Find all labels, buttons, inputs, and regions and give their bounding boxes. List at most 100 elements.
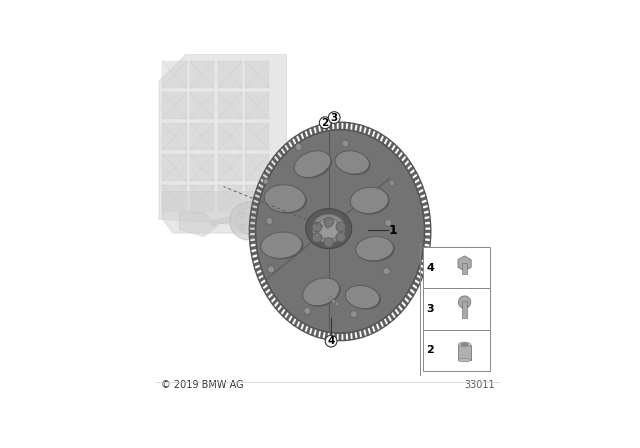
Ellipse shape <box>352 188 390 215</box>
Polygon shape <box>245 92 269 119</box>
Polygon shape <box>311 328 315 336</box>
Polygon shape <box>298 134 303 142</box>
Polygon shape <box>330 123 332 130</box>
Ellipse shape <box>255 129 424 333</box>
Polygon shape <box>255 191 262 196</box>
Polygon shape <box>334 122 337 130</box>
Polygon shape <box>421 256 428 261</box>
Polygon shape <box>261 281 268 287</box>
Polygon shape <box>290 139 295 147</box>
Polygon shape <box>348 123 351 130</box>
Polygon shape <box>285 313 291 321</box>
Text: 2: 2 <box>322 118 329 128</box>
Polygon shape <box>424 224 431 228</box>
Circle shape <box>319 117 331 129</box>
Circle shape <box>458 296 471 308</box>
Polygon shape <box>272 298 278 306</box>
Polygon shape <box>190 92 214 119</box>
Circle shape <box>266 218 273 224</box>
Circle shape <box>268 266 275 273</box>
Circle shape <box>325 335 337 347</box>
Polygon shape <box>405 162 412 168</box>
Circle shape <box>385 220 392 226</box>
Circle shape <box>336 233 346 242</box>
Bar <box>458 345 471 360</box>
Polygon shape <box>381 319 387 327</box>
Circle shape <box>332 300 335 303</box>
Ellipse shape <box>260 232 302 258</box>
Polygon shape <box>275 302 281 310</box>
Polygon shape <box>352 332 355 340</box>
Polygon shape <box>316 125 319 134</box>
Polygon shape <box>251 251 258 255</box>
Text: 2: 2 <box>427 345 435 355</box>
Polygon shape <box>250 230 255 233</box>
Polygon shape <box>269 294 275 302</box>
Polygon shape <box>255 267 262 272</box>
Polygon shape <box>190 185 214 212</box>
Circle shape <box>239 224 246 230</box>
Polygon shape <box>190 123 214 151</box>
Polygon shape <box>389 142 394 150</box>
Circle shape <box>263 179 269 184</box>
Circle shape <box>239 212 246 218</box>
Ellipse shape <box>317 218 340 239</box>
Circle shape <box>312 233 322 242</box>
Ellipse shape <box>306 209 352 249</box>
Polygon shape <box>419 191 425 196</box>
Circle shape <box>383 267 390 275</box>
Polygon shape <box>413 281 419 287</box>
Polygon shape <box>408 166 414 173</box>
Polygon shape <box>253 196 260 201</box>
Text: 33011: 33011 <box>465 380 495 390</box>
Polygon shape <box>402 157 408 164</box>
Polygon shape <box>159 54 287 226</box>
Ellipse shape <box>357 237 395 262</box>
Text: 1: 1 <box>388 224 397 237</box>
Polygon shape <box>259 276 266 282</box>
Ellipse shape <box>458 358 471 362</box>
Polygon shape <box>250 235 256 239</box>
Polygon shape <box>373 324 378 332</box>
Polygon shape <box>298 322 303 329</box>
Polygon shape <box>339 333 341 340</box>
Ellipse shape <box>294 151 331 177</box>
Bar <box>423 247 490 289</box>
Polygon shape <box>424 246 430 250</box>
Polygon shape <box>257 271 263 277</box>
Polygon shape <box>190 60 214 88</box>
Polygon shape <box>251 207 258 211</box>
Ellipse shape <box>304 279 341 307</box>
Polygon shape <box>218 60 242 88</box>
Polygon shape <box>250 213 257 217</box>
Text: 4: 4 <box>328 336 335 346</box>
Ellipse shape <box>461 343 468 346</box>
Polygon shape <box>252 202 259 207</box>
Polygon shape <box>269 162 275 168</box>
Polygon shape <box>343 122 346 130</box>
Circle shape <box>295 143 302 151</box>
Polygon shape <box>302 131 307 139</box>
Ellipse shape <box>296 152 332 179</box>
Polygon shape <box>424 230 431 233</box>
Polygon shape <box>415 181 422 186</box>
Polygon shape <box>421 202 428 207</box>
Polygon shape <box>163 154 187 181</box>
Polygon shape <box>381 136 387 144</box>
Circle shape <box>236 208 262 234</box>
Ellipse shape <box>312 214 346 243</box>
Polygon shape <box>307 129 311 137</box>
Polygon shape <box>396 149 402 157</box>
Polygon shape <box>294 136 299 144</box>
Polygon shape <box>392 146 398 153</box>
Polygon shape <box>218 185 242 212</box>
Ellipse shape <box>303 278 339 306</box>
Polygon shape <box>422 251 429 255</box>
Polygon shape <box>361 329 365 337</box>
Polygon shape <box>218 123 242 151</box>
Bar <box>423 289 490 330</box>
Polygon shape <box>320 331 324 339</box>
Polygon shape <box>320 124 324 132</box>
Ellipse shape <box>262 233 303 259</box>
Circle shape <box>389 181 395 186</box>
